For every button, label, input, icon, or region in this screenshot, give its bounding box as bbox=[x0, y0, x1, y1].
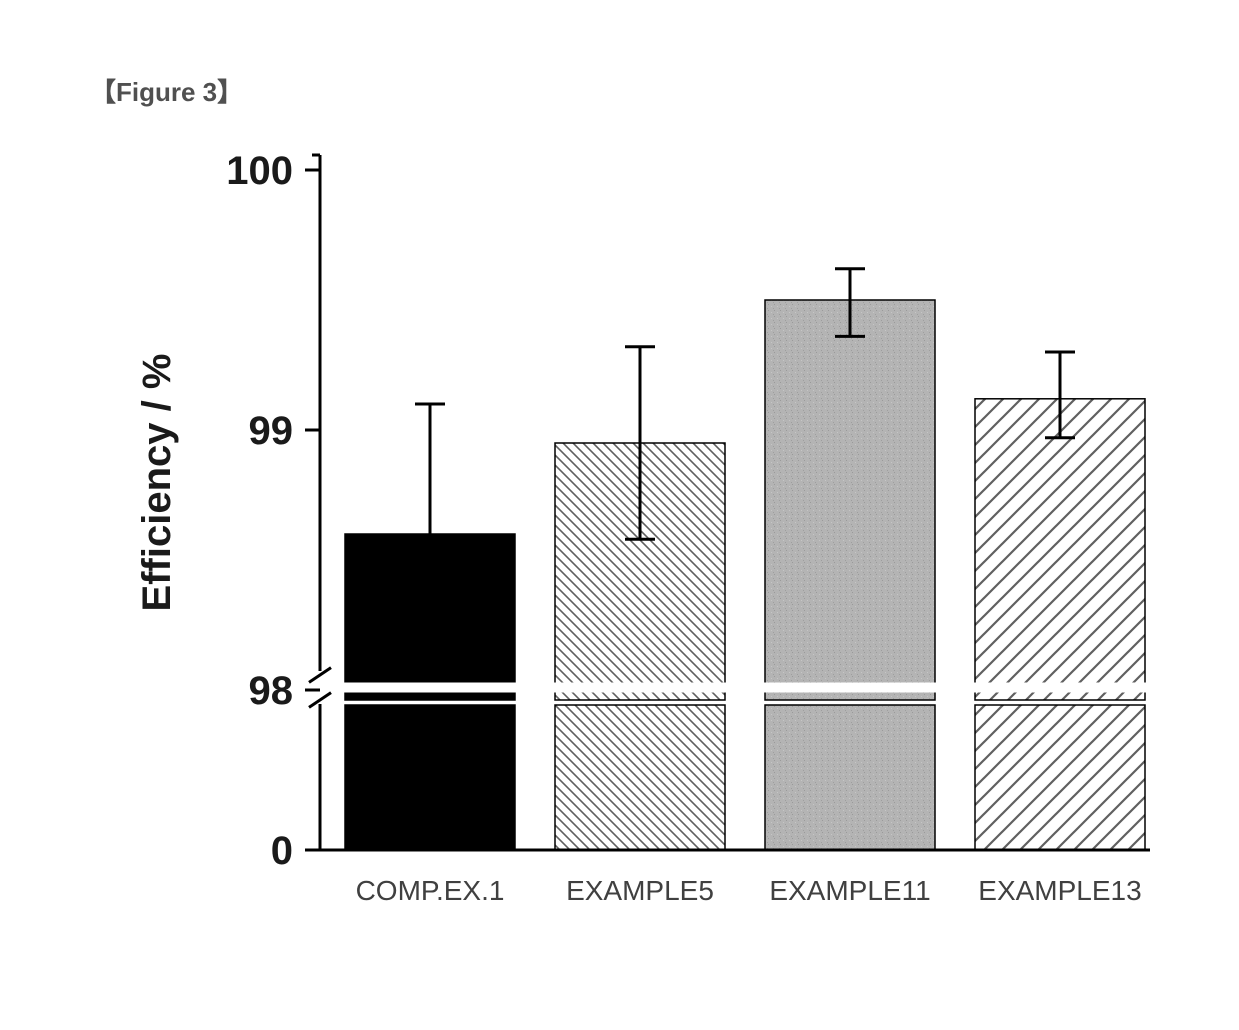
category-label-1: EXAMPLE5 bbox=[566, 875, 714, 906]
bar-upper-3 bbox=[975, 399, 1145, 700]
bar-lower-0 bbox=[345, 705, 515, 850]
category-label-0: COMP.EX.1 bbox=[356, 875, 505, 906]
y-tick-label: 99 bbox=[249, 409, 294, 453]
y-axis-label: Efficiency / % bbox=[135, 354, 179, 612]
bar-lower-2 bbox=[765, 705, 935, 850]
figure-caption: 【Figure 3】 bbox=[90, 72, 243, 109]
y-tick-label: 100 bbox=[226, 149, 293, 193]
y-tick-label: 0 bbox=[271, 829, 293, 873]
bar-lower-1 bbox=[555, 705, 725, 850]
efficiency-bar-chart: COMP.EX.1 EXAMPLE5 EXAMPLE11 EXAMPLE13 0 98 99… bbox=[120, 130, 1180, 960]
bar-upper-2 bbox=[765, 300, 935, 700]
category-label-3: EXAMPLE13 bbox=[978, 875, 1141, 906]
y-tick-label: 98 bbox=[249, 669, 294, 713]
axis-break-strip bbox=[322, 683, 1150, 693]
bar-lower-3 bbox=[975, 705, 1145, 850]
category-label-2: EXAMPLE11 bbox=[769, 875, 930, 906]
